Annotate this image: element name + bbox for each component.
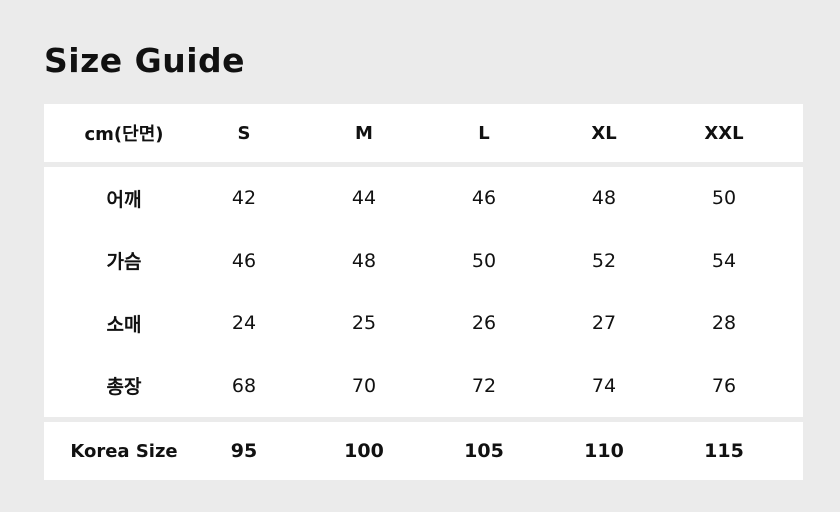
size-table-footer: Korea Size 95 100 105 110 115 <box>44 422 803 480</box>
table-cell: 70 <box>351 374 377 397</box>
table-cell: 72 <box>471 374 497 397</box>
table-row: 총장 68 70 72 74 76 <box>44 355 803 418</box>
header-size-xxl: XXL <box>704 122 744 144</box>
row-label: 어깨 <box>106 188 142 211</box>
table-cell: 115 <box>704 440 744 462</box>
table-row: 소매 24 25 26 27 28 <box>44 292 803 355</box>
table-cell: 50 <box>471 249 497 272</box>
table-cell: 74 <box>591 374 617 397</box>
header-size-m: M <box>355 122 373 144</box>
size-table-header: cm(단면) S M L XL XXL <box>44 104 803 162</box>
row-label: 소매 <box>106 313 142 336</box>
header-row: cm(단면) S M L XL XXL <box>44 104 803 162</box>
table-cell: 68 <box>231 374 257 397</box>
header-size-s: S <box>237 122 251 144</box>
table-cell: 46 <box>231 249 257 272</box>
table-cell: 76 <box>711 374 737 397</box>
table-cell: 110 <box>584 440 624 462</box>
header-size-l: L <box>478 122 490 144</box>
header-unit: cm(단면) <box>84 124 164 145</box>
table-row: 어깨 42 44 46 48 50 <box>44 167 803 230</box>
table-cell: 95 <box>230 440 258 462</box>
table-cell: 52 <box>591 249 617 272</box>
table-cell: 44 <box>351 187 377 210</box>
table-cell: 100 <box>344 440 384 462</box>
table-cell: 24 <box>231 312 257 335</box>
table-cell: 48 <box>351 249 377 272</box>
table-cell: 25 <box>351 312 377 335</box>
table-cell: 26 <box>471 312 497 335</box>
table-cell: 46 <box>471 187 497 210</box>
table-cell: 54 <box>711 249 737 272</box>
korea-size-row: Korea Size 95 100 105 110 115 <box>44 422 803 480</box>
table-cell: 42 <box>231 187 257 210</box>
table-cell: 105 <box>464 440 504 462</box>
row-label: Korea Size <box>70 440 178 462</box>
page-title: Size Guide <box>44 41 246 80</box>
table-cell: 27 <box>591 312 617 335</box>
row-label: 가슴 <box>106 251 142 274</box>
size-table-body: 어깨 42 44 46 48 50 가슴 46 48 50 52 54 소매 2… <box>44 167 803 417</box>
header-size-xl: XL <box>591 122 617 144</box>
table-cell: 48 <box>591 187 617 210</box>
table-row: 가슴 46 48 50 52 54 <box>44 230 803 293</box>
table-cell: 28 <box>711 312 737 335</box>
table-cell: 50 <box>711 187 737 210</box>
row-label: 총장 <box>106 376 142 399</box>
